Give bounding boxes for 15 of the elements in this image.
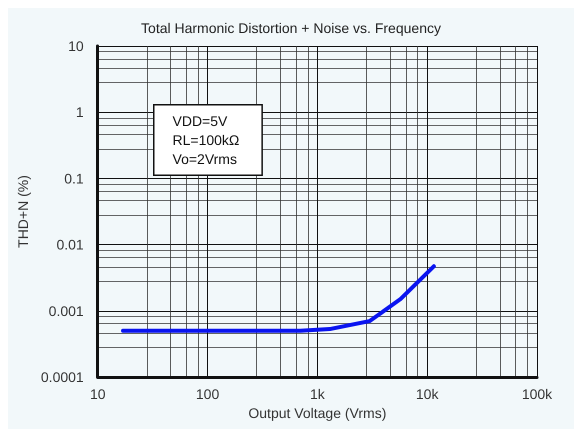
x-tick-label: 100 (196, 386, 220, 402)
y-tick-label: 0.001 (48, 302, 84, 319)
x-tick-label: 10k (416, 386, 440, 402)
x-tick-label: 100k (522, 386, 554, 402)
x-tick-label: 1k (310, 386, 326, 402)
x-tick-label: 10 (90, 386, 106, 402)
chart-title: Total Harmonic Distortion + Noise vs. Frequency (141, 20, 441, 36)
annotation: VDD=5V RL=100kΩ Vo=2Vrms (172, 113, 240, 167)
y-tick-label: 10 (68, 38, 84, 54)
y-tick-label: 0.0001 (40, 369, 84, 385)
y-axis-title: THD+N (%) (15, 175, 31, 248)
y-tick-label: 0.1 (64, 170, 84, 186)
y-tick-label: 0.01 (56, 236, 84, 253)
y-tick-label: 1 (76, 104, 84, 120)
x-axis-title: Output Voltage (Vrms) (248, 404, 386, 421)
